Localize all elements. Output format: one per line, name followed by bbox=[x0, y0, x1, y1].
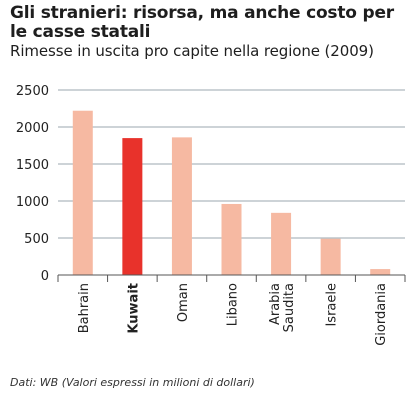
bar-bahrain bbox=[72, 110, 93, 275]
y-tick-label: 1000 bbox=[16, 195, 49, 210]
y-tick-label: 2500 bbox=[16, 84, 49, 99]
chart-title: Gli stranieri: risorsa, ma anche costo p… bbox=[10, 3, 394, 42]
x-tick-label: Oman bbox=[176, 283, 191, 322]
x-tick-label-line: Giordania bbox=[374, 283, 389, 346]
bar-giordania bbox=[370, 269, 391, 275]
x-tick-label: Bahrain bbox=[77, 283, 92, 333]
x-tick-label-giordania: Giordania bbox=[374, 283, 389, 346]
bar-israele bbox=[320, 238, 341, 275]
y-tick-label: 0 bbox=[41, 269, 49, 284]
x-tick-label-line: Libano bbox=[226, 283, 241, 326]
y-axis-ticks: 0 500 1000 1500 2000 2500 bbox=[16, 84, 49, 284]
x-tick-label-line: Israele bbox=[325, 283, 340, 327]
x-tick-label-line: Oman bbox=[176, 283, 191, 322]
bar-oman bbox=[171, 137, 192, 275]
bar-arabia-saudita bbox=[271, 212, 292, 275]
chart-subtitle: Rimesse in uscita pro capite nella regio… bbox=[10, 42, 374, 60]
x-tick-label-israele: Israele bbox=[325, 283, 340, 327]
x-tick-label-libano: Libano bbox=[226, 283, 241, 326]
x-axis-labels: Bahrain Kuwait Oman Libano ArabiaSaudita Isra… bbox=[77, 283, 389, 346]
x-tick-label-bahrain: Bahrain bbox=[77, 283, 92, 333]
x-tick-label-line: Saudita bbox=[282, 283, 297, 332]
bar-libano bbox=[221, 203, 242, 275]
x-tick-label: Kuwait bbox=[126, 283, 141, 334]
x-tick-label-oman: Oman bbox=[176, 283, 191, 322]
y-tick-label: 2000 bbox=[16, 121, 49, 136]
bar-kuwait bbox=[122, 138, 143, 275]
bars bbox=[72, 110, 391, 275]
x-tick-label-line: Bahrain bbox=[77, 283, 92, 333]
y-tick-label: 500 bbox=[24, 232, 49, 247]
x-tick-label-arabia-saudita: ArabiaSaudita bbox=[268, 283, 297, 332]
source-note: Dati: WB (Valori espressi in milioni di … bbox=[10, 376, 255, 389]
x-tick-label: Libano bbox=[226, 283, 241, 326]
x-axis bbox=[57, 274, 406, 282]
x-tick-label: Giordania bbox=[374, 283, 389, 346]
y-tick-label: 1500 bbox=[16, 158, 49, 173]
x-tick-label: Israele bbox=[325, 283, 340, 327]
x-tick-label: ArabiaSaudita bbox=[268, 283, 297, 332]
x-tick-label-kuwait: Kuwait bbox=[126, 283, 141, 334]
x-tick-label-line: Kuwait bbox=[126, 283, 141, 334]
x-tick-label-line: Arabia bbox=[268, 283, 283, 325]
